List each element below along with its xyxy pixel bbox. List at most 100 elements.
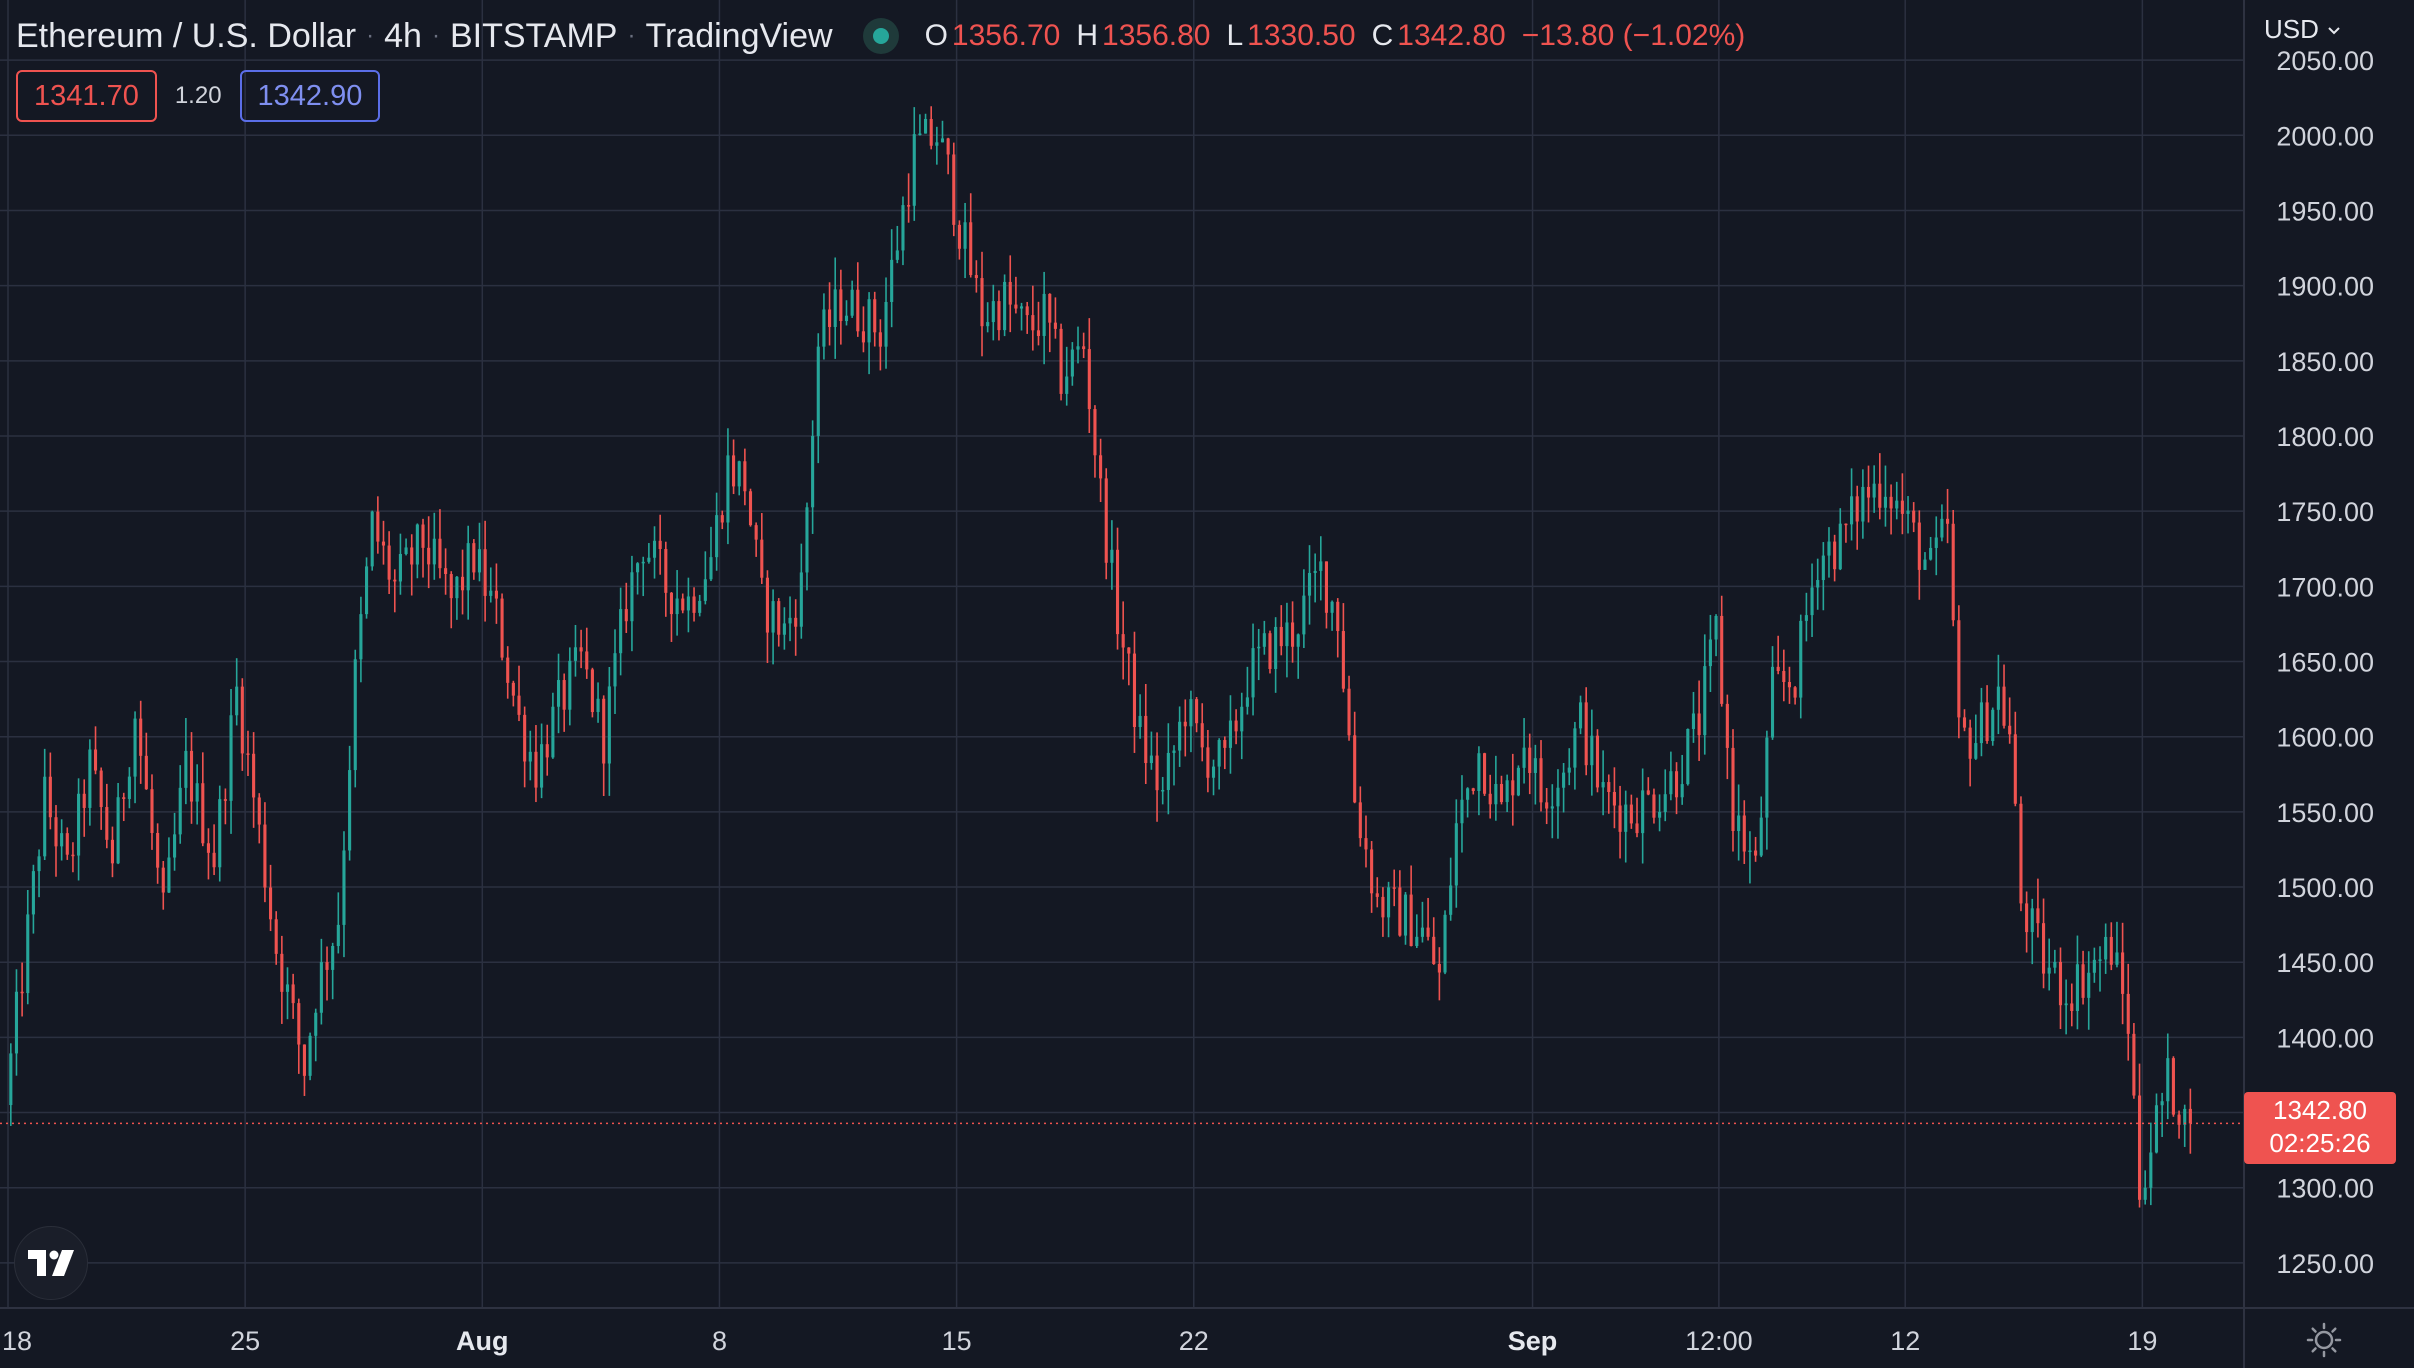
candle-up bbox=[811, 435, 815, 508]
x-tick-label: 19 bbox=[2127, 1326, 2157, 1356]
candle-down bbox=[664, 549, 668, 593]
x-tick-label: 18 bbox=[2, 1326, 32, 1356]
candle-up bbox=[1302, 595, 1306, 635]
candle-up bbox=[466, 543, 470, 591]
symbol-name[interactable]: Ethereum / U.S. Dollar bbox=[16, 16, 357, 55]
candle-up bbox=[1065, 376, 1069, 394]
candle-down bbox=[1206, 747, 1210, 778]
candle-up bbox=[1850, 496, 1854, 525]
buy-price-button[interactable]: 1342.90 bbox=[239, 70, 381, 122]
candle-up bbox=[1934, 537, 1938, 548]
candle-down bbox=[602, 698, 606, 764]
candle-down bbox=[929, 118, 933, 146]
candle-down bbox=[1099, 455, 1103, 479]
candle-down bbox=[720, 515, 724, 523]
candle-up bbox=[613, 653, 617, 687]
candle-up bbox=[1737, 815, 1741, 832]
candle-down bbox=[839, 289, 843, 322]
candle-down bbox=[122, 797, 126, 799]
currency-selector[interactable]: USD bbox=[2264, 14, 2340, 45]
settings-sun-icon[interactable] bbox=[2306, 1322, 2342, 1358]
candle-up bbox=[1251, 648, 1255, 698]
candle-up bbox=[1838, 523, 1842, 570]
candle-down bbox=[732, 455, 736, 487]
candle-up bbox=[963, 222, 967, 249]
candle-up bbox=[2160, 1101, 2164, 1106]
candle-up bbox=[1550, 806, 1554, 809]
candle-up bbox=[1974, 743, 1978, 759]
candle-down bbox=[1900, 500, 1904, 514]
candle-up bbox=[37, 856, 41, 872]
candle-up bbox=[1979, 702, 1983, 744]
candle-down bbox=[590, 669, 594, 713]
candle-down bbox=[1234, 720, 1238, 732]
candle-up bbox=[218, 799, 222, 868]
candle-down bbox=[2126, 993, 2130, 1034]
candle-down bbox=[1437, 963, 1441, 973]
candle-up bbox=[1138, 715, 1142, 727]
candle-up bbox=[935, 142, 939, 146]
ohlc-high: H 1356.80 bbox=[1076, 19, 1211, 52]
candle-down bbox=[48, 776, 52, 818]
tradingview-logo-icon[interactable] bbox=[14, 1226, 88, 1300]
candle-down bbox=[1912, 510, 1916, 523]
candle-up bbox=[2115, 952, 2119, 965]
y-tick-label: 1550.00 bbox=[2276, 798, 2374, 828]
candle-down bbox=[1370, 849, 1374, 894]
candle-up bbox=[1415, 936, 1419, 947]
candle-down bbox=[1082, 346, 1086, 350]
candle-down bbox=[189, 750, 194, 802]
candle-up bbox=[1178, 721, 1182, 751]
grid bbox=[0, 0, 2244, 1308]
candle-down bbox=[1200, 723, 1204, 748]
candle-down bbox=[1635, 823, 1639, 834]
candle-up bbox=[1748, 850, 1752, 853]
candle-up bbox=[14, 991, 19, 1054]
candle-down bbox=[161, 867, 165, 893]
candle-down bbox=[1381, 896, 1385, 918]
candle-up bbox=[77, 793, 81, 856]
candle-down bbox=[1957, 620, 1961, 718]
candle-down bbox=[1528, 747, 1532, 773]
candle-down bbox=[280, 953, 284, 992]
candle-down bbox=[472, 543, 476, 573]
candle-up bbox=[398, 553, 402, 582]
candle-down bbox=[201, 783, 205, 844]
candle-down bbox=[1353, 735, 1357, 803]
candle-down bbox=[1375, 893, 1379, 897]
sell-price-button[interactable]: 1341.70 bbox=[16, 70, 157, 122]
candle-up bbox=[1477, 753, 1481, 792]
candle-up bbox=[799, 572, 803, 627]
candle-down bbox=[1048, 293, 1052, 323]
candle-down bbox=[387, 545, 391, 580]
separator: · bbox=[627, 22, 636, 49]
candle-down bbox=[1488, 793, 1492, 805]
candle-down bbox=[878, 332, 882, 347]
candle-up bbox=[630, 572, 634, 622]
candle-down bbox=[1031, 315, 1035, 331]
candle-down bbox=[585, 651, 589, 670]
candle-up bbox=[1307, 572, 1312, 596]
candle-down bbox=[1833, 541, 1837, 570]
candle-down bbox=[828, 309, 832, 328]
candles bbox=[9, 106, 2192, 1208]
candle-up bbox=[455, 576, 459, 599]
candle-down bbox=[1155, 755, 1159, 791]
candle-down bbox=[105, 807, 109, 840]
candle-up bbox=[415, 524, 419, 565]
candle-up bbox=[2092, 959, 2096, 973]
candle-down bbox=[562, 680, 566, 710]
candle-down bbox=[1697, 713, 1701, 736]
candle-down bbox=[449, 574, 453, 599]
candle-down bbox=[444, 568, 448, 575]
candle-down bbox=[1618, 805, 1622, 832]
x-tick-label: 12 bbox=[1890, 1326, 1920, 1356]
y-tick-label: 1400.00 bbox=[2276, 1023, 2374, 1053]
candle-up bbox=[1590, 735, 1594, 766]
candle-up bbox=[867, 299, 871, 343]
candle-down bbox=[1025, 306, 1029, 316]
interval-label[interactable]: 4h bbox=[384, 16, 422, 55]
y-tick-label: 1700.00 bbox=[2276, 572, 2374, 602]
